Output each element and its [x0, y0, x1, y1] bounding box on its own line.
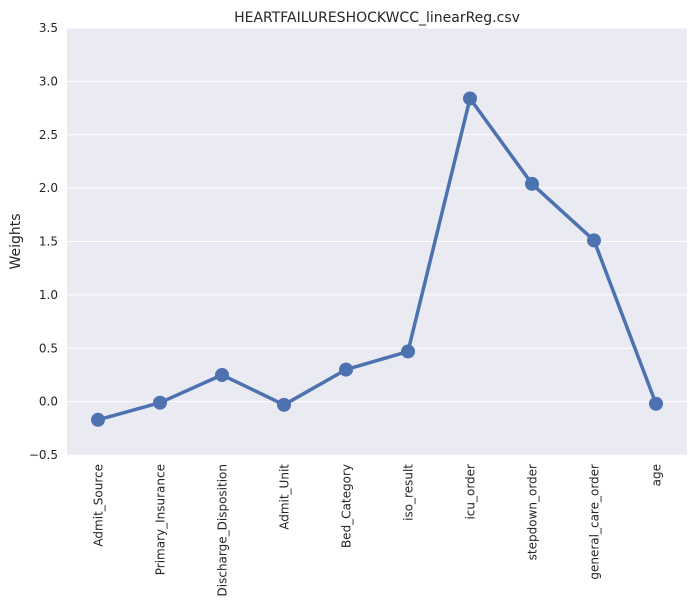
x-tick-label: icu_order [464, 464, 478, 520]
y-tick-label: −0.5 [29, 448, 58, 462]
data-point-age [649, 396, 663, 411]
data-point-admit-source [91, 412, 105, 427]
y-tick-label: 1.0 [39, 288, 58, 302]
series-line [96, 96, 658, 422]
x-tick-label: general_care_order [588, 464, 602, 580]
x-tick-label: Discharge_Disposition [216, 464, 230, 596]
x-tick-label: age [650, 464, 664, 486]
x-tick-label: iso_result [402, 464, 416, 521]
x-tick-label: Primary_Insurance [154, 464, 168, 575]
y-tick-label: 1.5 [39, 235, 58, 249]
x-tick-label: Admit_Unit [278, 464, 292, 530]
y-tick-label: 2.5 [39, 128, 58, 142]
y-tick-label: 3.5 [39, 21, 58, 35]
data-point-bed-category [339, 362, 353, 377]
data-points [91, 91, 663, 427]
y-tick-label: 0.5 [39, 341, 58, 355]
x-tick-label: Admit_Source [92, 464, 106, 547]
data-point-admit-unit [277, 397, 291, 412]
data-point-primary-insurance [153, 395, 167, 410]
y-tick-labels: −0.5 0.0 0.5 1.0 1.5 2.0 2.5 3.0 3.5 [29, 21, 58, 462]
data-point-icu-order [463, 91, 477, 106]
data-point-general-care-order [587, 233, 601, 248]
x-tick-labels: Admit_Source Primary_Insurance Discharge_D… [92, 464, 664, 597]
x-tick-label: stepdown_order [526, 464, 540, 560]
y-axis-label: Weights [8, 213, 24, 269]
grid-lines [67, 27, 687, 456]
chart-title: HEARTFAILURESHOCKWCC_linearReg.csv [234, 10, 520, 26]
y-tick-label: 0.0 [39, 395, 58, 409]
y-tick-label: 2.0 [39, 181, 58, 195]
data-point-discharge-disposition [215, 367, 229, 382]
x-tick-label: Bed_Category [340, 464, 354, 548]
data-point-stepdown-order [525, 176, 539, 191]
y-tick-label: 3.0 [39, 74, 58, 88]
data-point-iso-result [401, 344, 415, 359]
